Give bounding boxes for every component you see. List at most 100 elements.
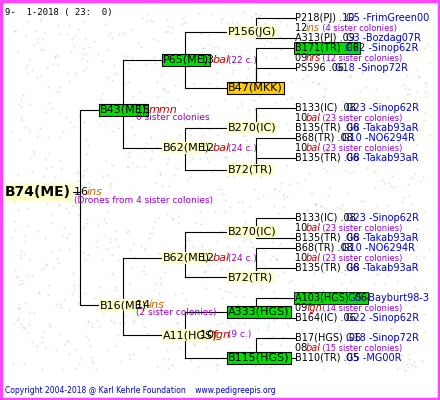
Point xyxy=(17,277,24,283)
Point xyxy=(112,343,119,349)
Point xyxy=(264,320,271,327)
Point xyxy=(372,185,379,191)
Point xyxy=(49,105,56,111)
Point xyxy=(266,39,273,45)
Point xyxy=(286,216,293,223)
Point xyxy=(337,269,345,276)
Point xyxy=(392,215,399,221)
Point xyxy=(39,35,46,42)
Point xyxy=(165,22,172,29)
Point xyxy=(346,356,353,363)
Point xyxy=(381,244,388,250)
Point xyxy=(292,100,299,107)
Point xyxy=(106,186,114,192)
Point xyxy=(421,311,428,317)
Text: G8 -Takab93aR: G8 -Takab93aR xyxy=(346,123,418,133)
Point xyxy=(373,64,380,70)
Point xyxy=(195,10,202,16)
Point xyxy=(156,290,163,296)
Point xyxy=(299,327,306,334)
Point xyxy=(414,67,421,74)
Point xyxy=(23,329,30,335)
Point xyxy=(214,43,221,50)
Point xyxy=(420,230,427,237)
Point xyxy=(174,319,181,326)
Point xyxy=(312,201,319,207)
Point xyxy=(183,105,191,111)
Point xyxy=(257,36,264,43)
Point xyxy=(331,262,338,268)
Point xyxy=(126,281,133,287)
Point xyxy=(229,19,236,25)
Text: bal: bal xyxy=(213,253,230,263)
Point xyxy=(93,238,100,244)
Point xyxy=(152,60,159,66)
Point xyxy=(323,205,330,211)
Point xyxy=(304,206,311,213)
Point xyxy=(172,291,179,298)
Point xyxy=(201,268,208,274)
Point xyxy=(139,268,147,274)
Point xyxy=(12,27,19,34)
Point xyxy=(227,357,235,363)
Point xyxy=(261,310,268,316)
Point xyxy=(302,260,309,267)
Point xyxy=(103,105,110,112)
Point xyxy=(93,366,100,373)
Point xyxy=(75,194,82,200)
Text: B62(ME): B62(ME) xyxy=(163,143,210,153)
Point xyxy=(343,190,350,196)
Point xyxy=(349,100,356,107)
Point xyxy=(85,44,92,51)
Point xyxy=(14,315,21,321)
Point xyxy=(363,150,370,157)
Point xyxy=(323,318,330,324)
Point xyxy=(109,128,116,134)
Point xyxy=(103,47,110,53)
Point xyxy=(171,53,178,59)
Point xyxy=(330,288,337,294)
Point xyxy=(342,286,349,292)
Point xyxy=(348,224,356,230)
Point xyxy=(352,68,359,74)
Text: (12 sister colonies): (12 sister colonies) xyxy=(317,54,402,62)
Point xyxy=(361,66,368,73)
Text: bal: bal xyxy=(306,113,321,123)
Point xyxy=(158,72,165,78)
Point xyxy=(383,61,390,68)
Point xyxy=(45,292,52,299)
Point xyxy=(227,323,234,329)
Point xyxy=(371,41,378,48)
Point xyxy=(188,358,195,364)
Text: A11(HGS): A11(HGS) xyxy=(163,330,217,340)
Point xyxy=(405,86,412,92)
Text: 15: 15 xyxy=(136,105,154,115)
Point xyxy=(129,317,136,324)
Point xyxy=(253,250,260,257)
Point xyxy=(197,209,204,215)
Point xyxy=(85,194,92,200)
Point xyxy=(249,281,256,287)
Point xyxy=(369,235,376,242)
Point xyxy=(385,262,392,268)
Point xyxy=(55,22,62,28)
Point xyxy=(304,62,311,69)
Point xyxy=(119,270,126,276)
Point xyxy=(143,344,150,351)
Point xyxy=(17,114,24,121)
Point xyxy=(224,234,231,240)
Text: 09: 09 xyxy=(295,303,310,313)
Point xyxy=(252,106,259,112)
Point xyxy=(147,16,154,23)
Point xyxy=(272,294,279,300)
Point xyxy=(279,92,286,98)
Point xyxy=(363,28,370,35)
Point xyxy=(107,317,114,324)
Point xyxy=(388,294,395,300)
Point xyxy=(26,308,33,315)
Point xyxy=(22,232,29,239)
Point xyxy=(57,84,64,90)
Point xyxy=(96,192,103,199)
Point xyxy=(60,295,67,302)
Point xyxy=(166,182,173,189)
